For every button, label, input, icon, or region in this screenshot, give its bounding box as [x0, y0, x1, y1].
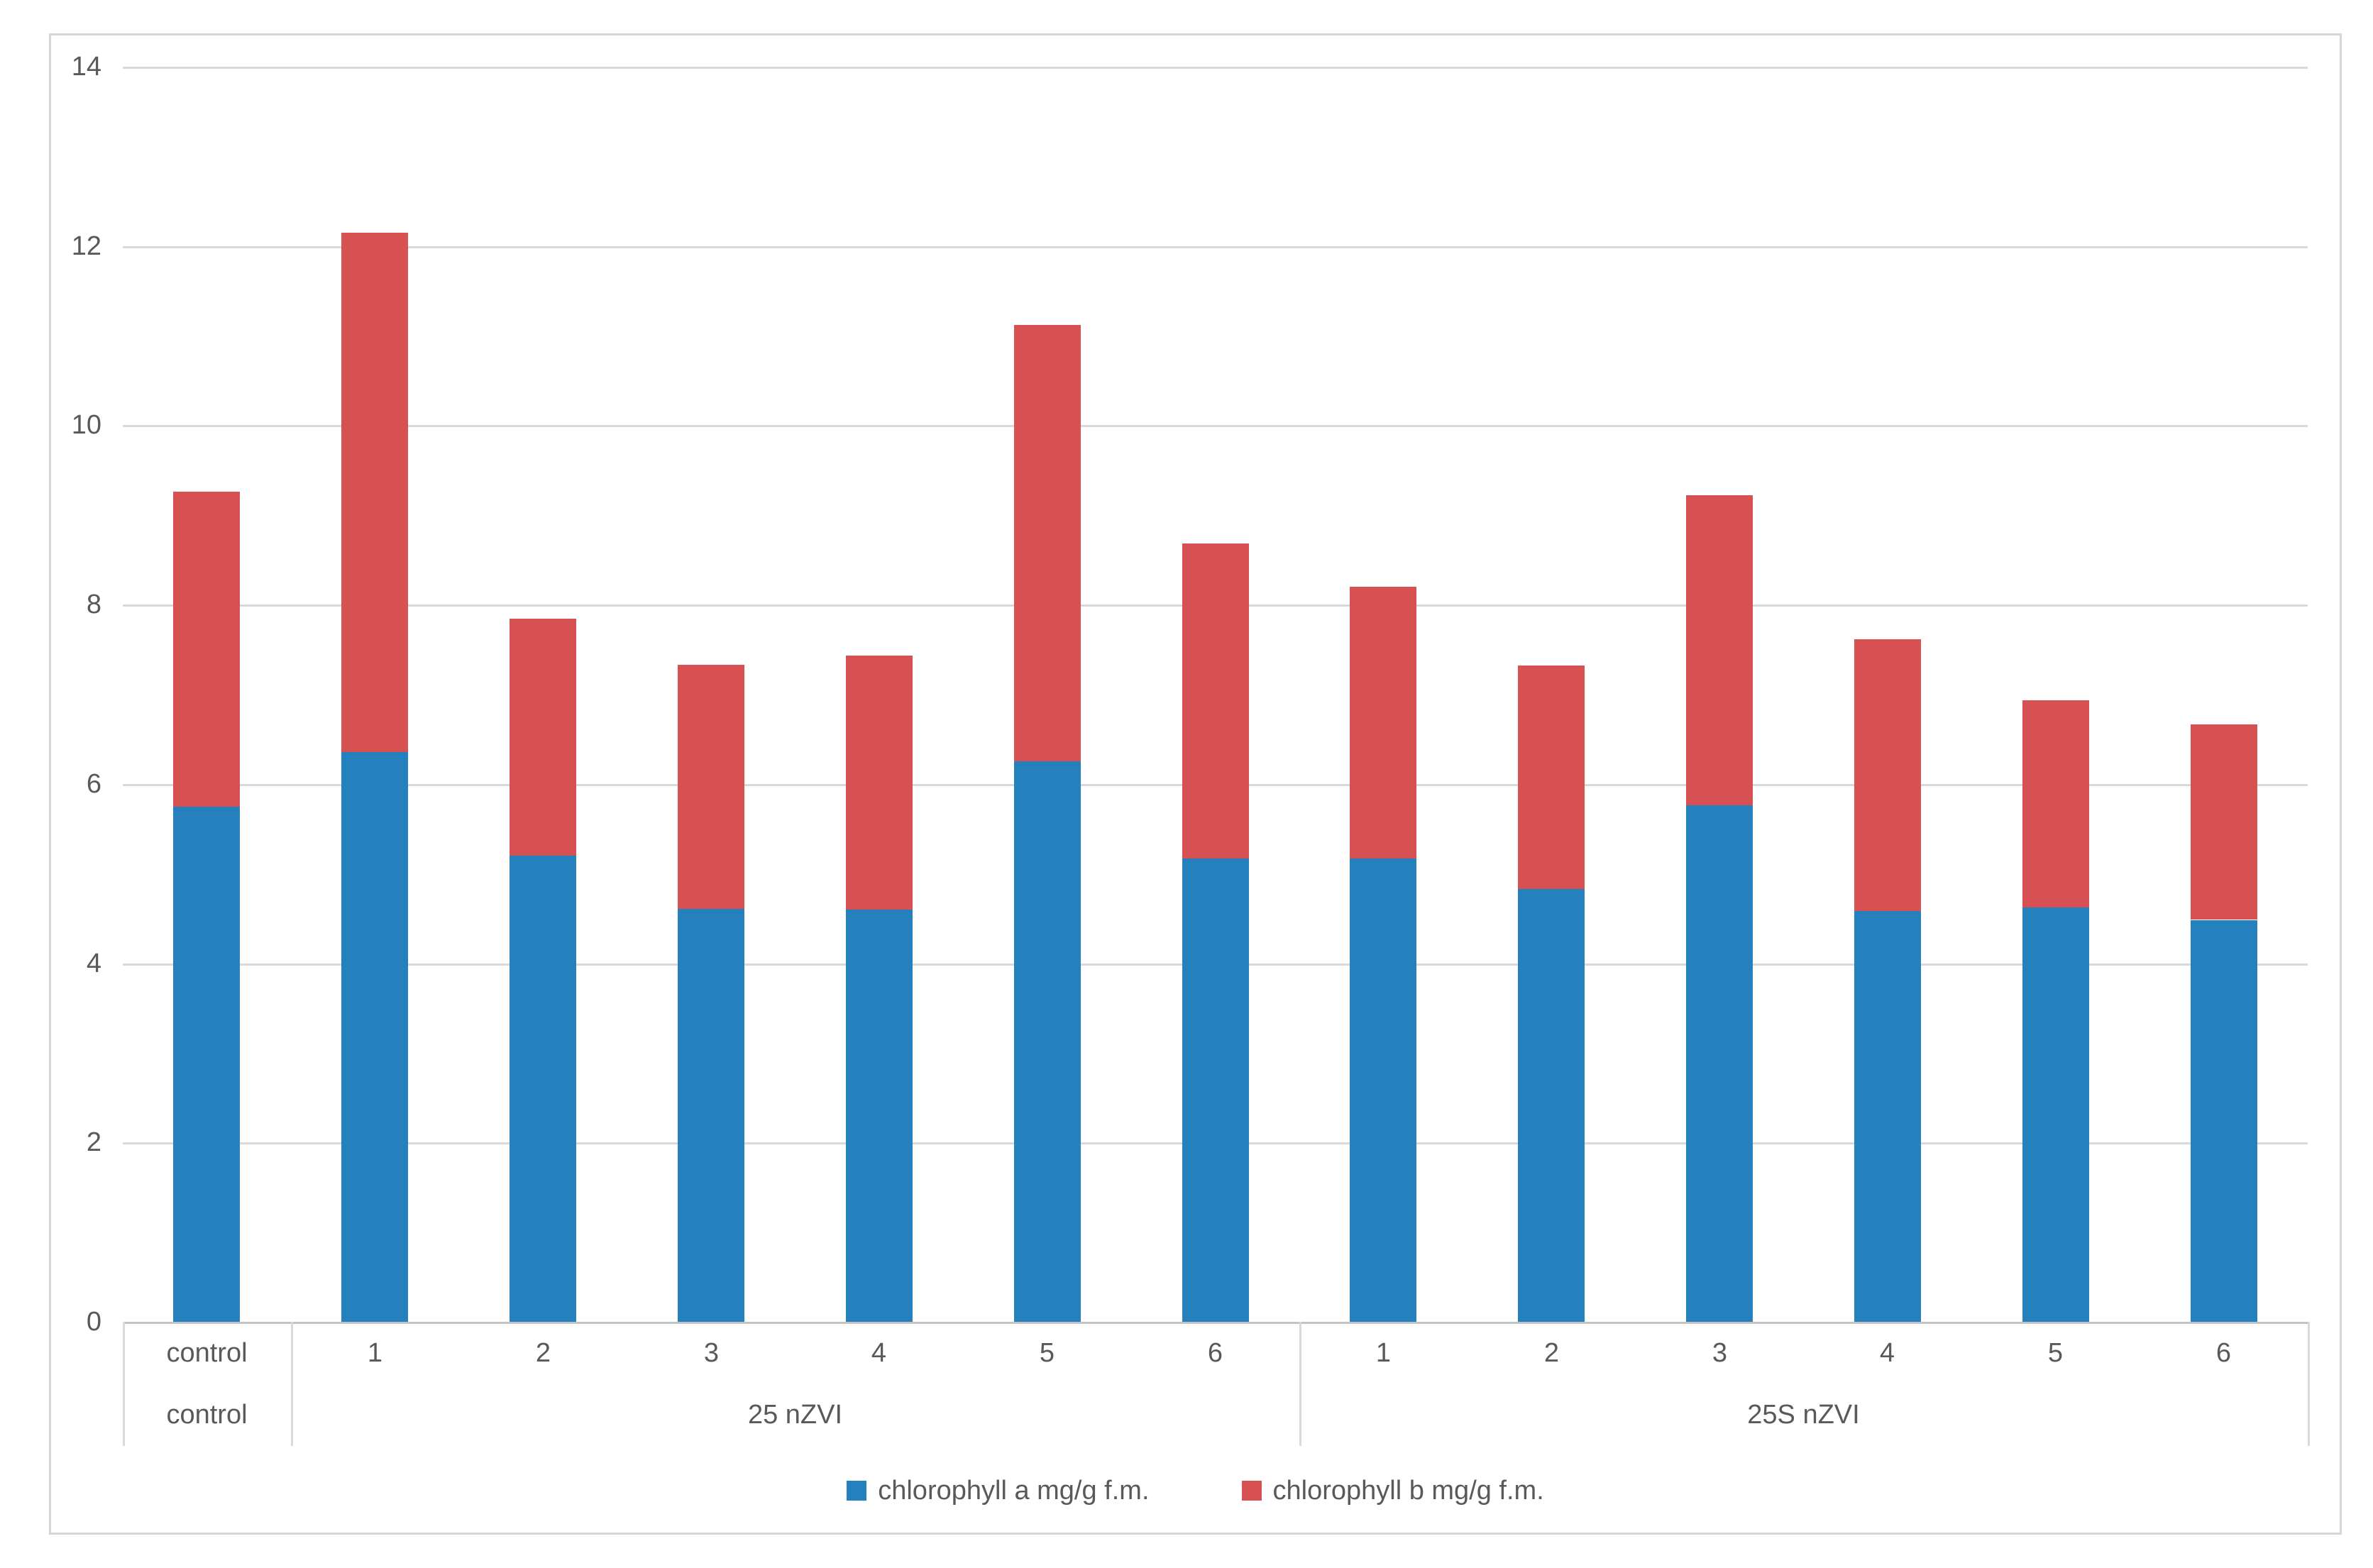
bar-segment-chlorophyll-b — [1854, 639, 1921, 911]
bar-segment-chlorophyll-a — [510, 856, 576, 1322]
x-axis-category-label: 6 — [2215, 1338, 2232, 1368]
bar-segment-chlorophyll-b — [1182, 543, 1249, 858]
bar-segment-chlorophyll-a — [173, 806, 240, 1322]
y-axis-tick-label: 6 — [86, 769, 101, 799]
bar-segment-chlorophyll-a — [1518, 889, 1585, 1322]
bar-segment-chlorophyll-b — [1014, 325, 1081, 761]
legend-swatch-chlorophyll-b-icon — [1241, 1481, 1262, 1501]
x-axis-category-label: 2 — [535, 1338, 551, 1368]
bar-segment-chlorophyll-b — [341, 233, 408, 752]
bar-segment-chlorophyll-a — [341, 751, 408, 1322]
gridline — [123, 246, 2308, 248]
x-axis-category-label: 6 — [1207, 1338, 1223, 1368]
x-axis-group-label: control — [166, 1400, 248, 1430]
y-axis-tick-label: 2 — [86, 1127, 101, 1157]
legend-item-chlorophyll-b: chlorophyll b mg/g f.m. — [1241, 1475, 1544, 1506]
legend-label-chlorophyll-b: chlorophyll b mg/g f.m. — [1272, 1475, 1544, 1506]
bar-segment-chlorophyll-b — [1350, 587, 1416, 858]
gridline — [123, 67, 2308, 69]
x-axis-category-label: 3 — [1712, 1338, 1728, 1368]
y-axis-tick-label: 14 — [71, 52, 101, 82]
x-axis-category-label: control — [166, 1338, 248, 1368]
y-axis-tick-label: 8 — [86, 590, 101, 619]
y-axis-tick-label: 0 — [86, 1307, 101, 1337]
bar-segment-chlorophyll-b — [1686, 495, 1753, 805]
x-axis-category-label: 5 — [2047, 1338, 2064, 1368]
bar-segment-chlorophyll-b — [173, 492, 240, 807]
legend: chlorophyll a mg/g f.m. chlorophyll b mg… — [49, 1469, 2342, 1513]
bar-segment-chlorophyll-b — [1518, 666, 1585, 889]
bar-segment-chlorophyll-b — [2022, 700, 2089, 907]
x-axis-category-label: 4 — [1879, 1338, 1895, 1368]
bar-segment-chlorophyll-a — [678, 908, 744, 1322]
category-table-separator — [123, 1322, 125, 1446]
x-axis-group-label: 25 nZVI — [747, 1400, 843, 1430]
legend-label-chlorophyll-a: chlorophyll a mg/g f.m. — [878, 1475, 1150, 1506]
x-axis-category-label: 3 — [703, 1338, 720, 1368]
y-axis-tick-label: 12 — [71, 231, 101, 261]
bar-segment-chlorophyll-a — [1182, 858, 1249, 1322]
y-axis-tick-label: 10 — [71, 410, 101, 440]
bar-segment-chlorophyll-a — [2191, 920, 2257, 1322]
category-table-separator — [2308, 1322, 2310, 1446]
bar-segment-chlorophyll-a — [1686, 805, 1753, 1322]
x-axis-category-label: 5 — [1039, 1338, 1055, 1368]
bar-segment-chlorophyll-b — [846, 656, 913, 910]
bar-segment-chlorophyll-b — [510, 619, 576, 856]
x-axis-category-label: 1 — [367, 1338, 383, 1368]
x-axis-category-label: 1 — [1375, 1338, 1392, 1368]
bar-segment-chlorophyll-b — [678, 665, 744, 909]
bar-segment-chlorophyll-a — [846, 910, 913, 1322]
x-axis-group-label: 25S nZVI — [1747, 1400, 1860, 1430]
y-axis-tick-label: 4 — [86, 949, 101, 978]
category-table-separator — [1299, 1322, 1301, 1446]
bar-segment-chlorophyll-a — [2022, 907, 2089, 1322]
gridline — [123, 425, 2308, 427]
bar-segment-chlorophyll-b — [2191, 724, 2257, 920]
bar-segment-chlorophyll-a — [1854, 911, 1921, 1322]
legend-swatch-chlorophyll-a-icon — [847, 1481, 867, 1501]
legend-item-chlorophyll-a: chlorophyll a mg/g f.m. — [847, 1475, 1150, 1506]
category-table-separator — [291, 1322, 293, 1446]
bar-segment-chlorophyll-a — [1350, 858, 1416, 1322]
x-axis-category-label: 2 — [1543, 1338, 1560, 1368]
x-axis-category-label: 4 — [871, 1338, 887, 1368]
x-axis-line — [123, 1322, 2308, 1324]
bar-segment-chlorophyll-a — [1014, 761, 1081, 1322]
